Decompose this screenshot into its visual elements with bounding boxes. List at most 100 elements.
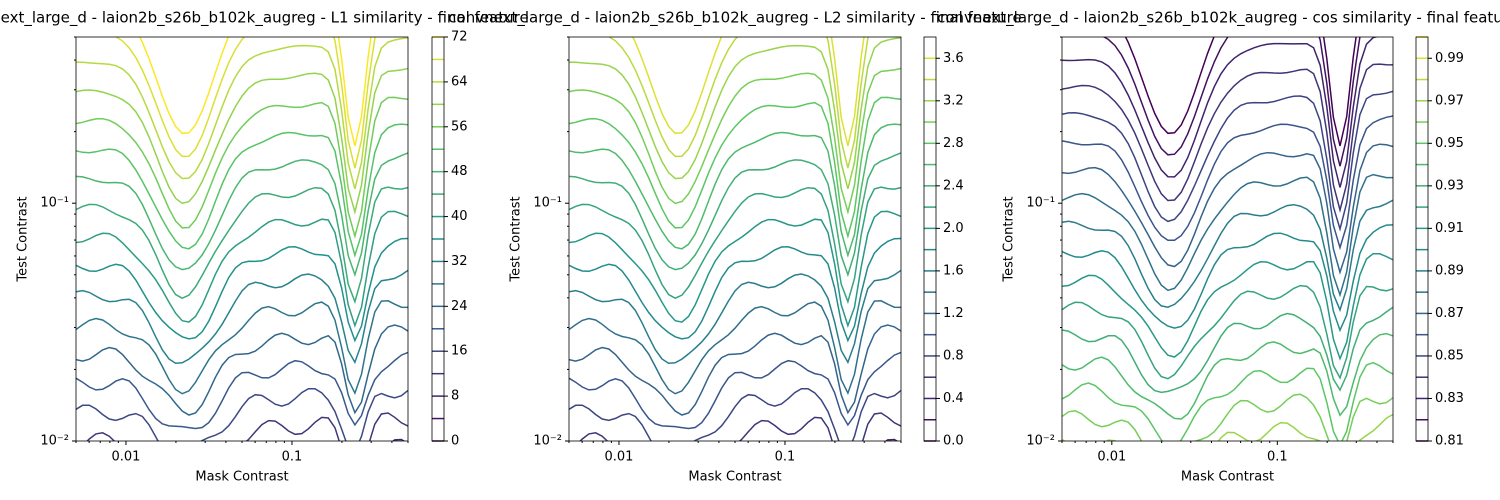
contour-line <box>76 210 408 328</box>
colorbar-tick-label: 64 <box>451 74 468 89</box>
contour-line <box>607 37 870 169</box>
contour-line <box>569 269 901 365</box>
contour-line <box>569 37 901 189</box>
colorbar-tick-label: 0.91 <box>1435 221 1464 236</box>
colorbar-tick-label: 0 <box>451 434 459 449</box>
contour-line <box>569 387 901 441</box>
colorbar-tick-label: 0.85 <box>1435 348 1464 363</box>
contour-line <box>569 324 901 416</box>
contour-line <box>1062 393 1393 441</box>
colorbar-tick-label: 0.0 <box>943 434 964 449</box>
colorbar-tick-label: 1.6 <box>943 263 964 278</box>
colorbar-tick-label: 0.99 <box>1435 51 1464 66</box>
contour-line <box>76 351 408 430</box>
y-tick-label: 10⁻² <box>533 434 562 449</box>
x-tick-label: 0.1 <box>775 450 796 465</box>
contour-line <box>569 237 901 343</box>
x-tick-label: 0.1 <box>282 450 303 465</box>
contour-line <box>1062 173 1393 298</box>
contour-line <box>569 123 901 258</box>
colorbar-tick-label: 32 <box>451 254 468 269</box>
contour-line <box>76 300 408 396</box>
x-tick-label: 0.1 <box>1267 450 1288 465</box>
x-tick-label: 0.01 <box>111 450 140 465</box>
colorbar-tick-label: 40 <box>451 209 468 224</box>
contour-line <box>631 37 865 147</box>
colorbar-tick-label: 0.87 <box>1435 306 1464 321</box>
contour-line <box>76 324 408 416</box>
x-tick-label: 0.01 <box>604 450 633 465</box>
colorbar-tick-label: 0.83 <box>1435 391 1464 406</box>
colorbar-tick-label: 2.8 <box>943 136 964 151</box>
x-axis-label: Mask Contrast <box>1181 470 1274 485</box>
contour-line <box>76 152 408 278</box>
colorbar-tick-label: 24 <box>451 299 468 314</box>
chart-title: convnext_large_d - laion2b_s26b_b102k_au… <box>937 9 1500 28</box>
x-axis-label: Mask Contrast <box>688 470 781 485</box>
contour-line <box>1062 224 1393 333</box>
colorbar-tick-label: 0.4 <box>943 391 964 406</box>
y-axis-label: Test Contrast <box>1002 196 1017 282</box>
contour-line <box>1062 284 1393 380</box>
chart-title: convnext_large_d - laion2b_s26b_b102k_au… <box>0 9 529 28</box>
colorbar-tick-label: 48 <box>451 164 468 179</box>
x-tick-label: 0.01 <box>1097 450 1126 465</box>
colorbar-tick-label: 16 <box>451 344 468 359</box>
contour-line <box>76 237 408 343</box>
contour-line <box>569 210 901 328</box>
colorbar-tick-label: 2.4 <box>943 178 964 193</box>
y-tick-label: 10⁻¹ <box>1026 196 1055 211</box>
contour-line <box>1062 90 1393 232</box>
contour-line <box>76 269 408 365</box>
contour-line <box>76 387 408 441</box>
colorbar-tick-label: 0.81 <box>1435 434 1464 449</box>
contour-line <box>569 186 901 305</box>
y-axis-label: Test Contrast <box>509 196 524 282</box>
y-tick-label: 10⁻¹ <box>533 196 562 211</box>
colorbar-tick-label: 56 <box>451 119 468 134</box>
colorbar-tick-label: 3.6 <box>943 51 964 66</box>
contour-line <box>1062 413 1393 441</box>
contour-line <box>569 300 901 396</box>
contours <box>1062 37 1393 441</box>
y-tick-label: 10⁻² <box>1026 434 1055 449</box>
contour-line <box>138 37 372 147</box>
colorbar-frame <box>1415 36 1429 442</box>
colorbar-tick-label: 0.95 <box>1435 136 1464 151</box>
colorbar-tick-label: 2.0 <box>943 221 964 236</box>
contour-line <box>76 67 408 215</box>
contour-line <box>1062 306 1393 394</box>
contour-line <box>1062 199 1393 313</box>
contour-line <box>1062 252 1393 361</box>
contour-line <box>76 37 408 189</box>
colorbar-tick-label: 0.93 <box>1435 178 1464 193</box>
y-axis-label: Test Contrast <box>16 196 31 282</box>
contour-line <box>1062 37 1379 188</box>
contour-line <box>1062 63 1393 213</box>
y-tick-label: 10⁻² <box>40 434 69 449</box>
colorbar-frame <box>923 36 937 442</box>
contour-line <box>1062 143 1393 275</box>
contours <box>76 37 408 441</box>
contour-line <box>1062 332 1393 420</box>
contour-line <box>569 67 901 215</box>
contour-line <box>569 351 901 430</box>
contour-line <box>76 123 408 258</box>
contour-line <box>569 152 901 278</box>
contour-line <box>569 96 901 239</box>
colorbar-tick-label: 0.89 <box>1435 263 1464 278</box>
contour-line <box>1062 115 1393 251</box>
contour-line <box>76 186 408 305</box>
contour-line <box>114 37 377 169</box>
contours <box>569 37 901 441</box>
colorbar-tick-label: 8 <box>451 389 459 404</box>
colorbar-tick-label: 3.2 <box>943 93 964 108</box>
colorbar-tick-label: 72 <box>451 30 468 45</box>
contour-line <box>1062 361 1393 441</box>
colorbar-tick-label: 1.2 <box>943 306 964 321</box>
x-axis-label: Mask Contrast <box>195 470 288 485</box>
chart-title: convnext_large_d - laion2b_s26b_b102k_au… <box>448 9 1021 28</box>
contour-line <box>1124 37 1357 147</box>
